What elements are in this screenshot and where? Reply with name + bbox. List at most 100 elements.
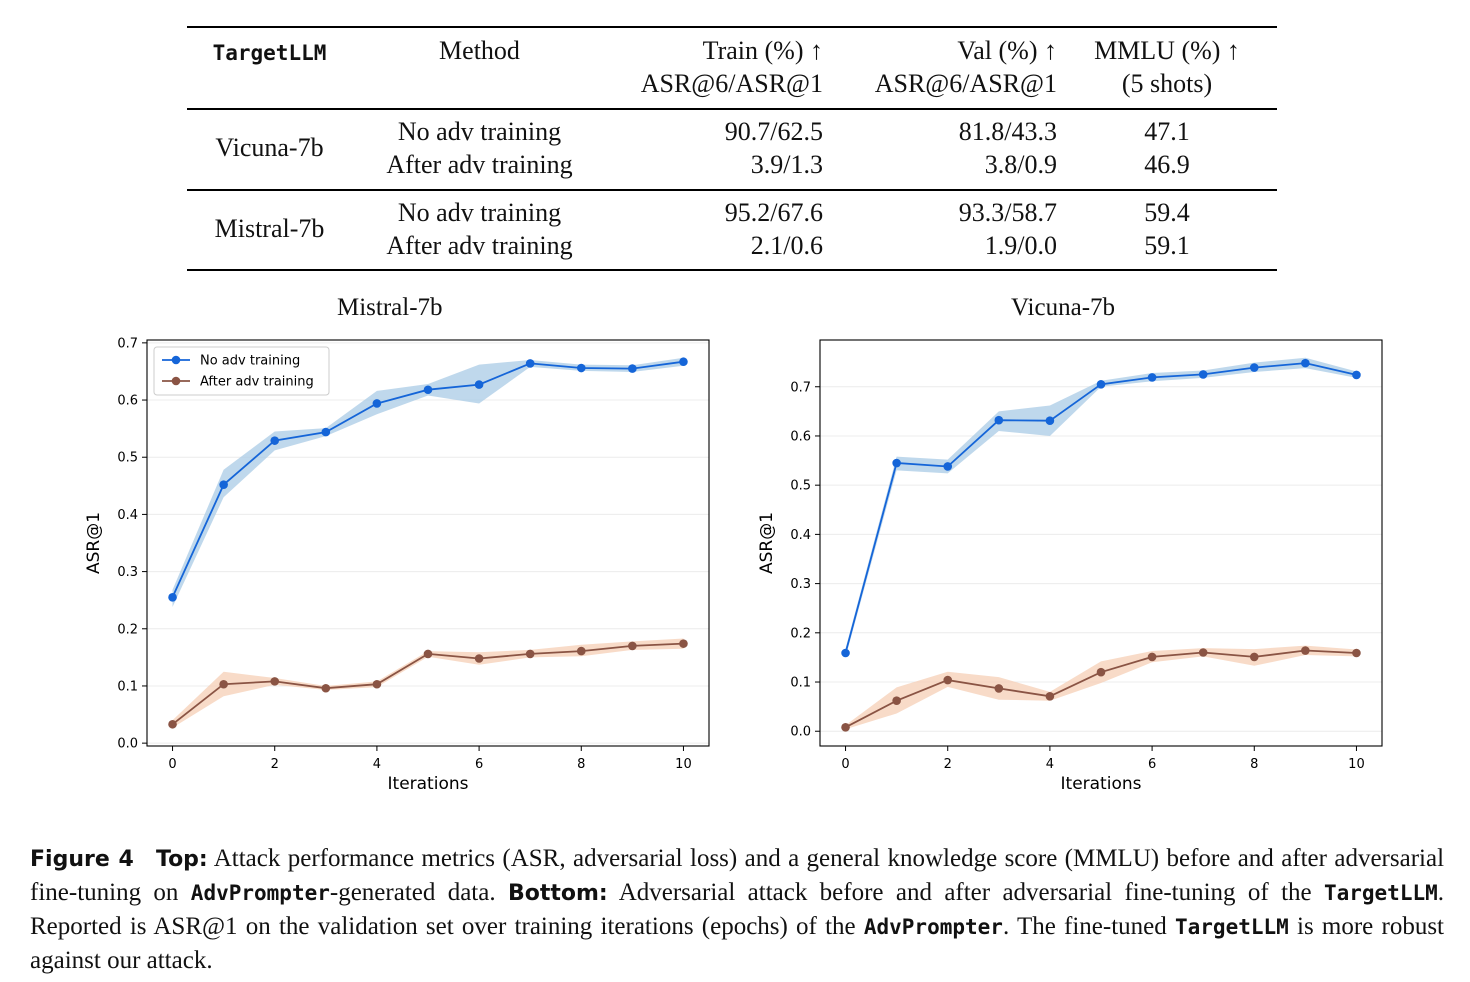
caption-code: TargetLLM <box>1175 915 1289 939</box>
y-tick-label: 0.5 <box>117 451 138 466</box>
row-val: 1.9/0.0 <box>984 231 1057 260</box>
x-tick-label: 4 <box>373 757 381 772</box>
data-point <box>628 641 637 651</box>
caption-text: Adversarial attack before and after adve… <box>607 879 1324 906</box>
x-tick-label: 8 <box>577 757 585 772</box>
legend-swatch-marker <box>171 355 181 365</box>
plot-frame <box>819 339 1383 747</box>
y-axis-label: ASR@1 <box>757 512 777 574</box>
caption-bottom-label: Bottom: <box>507 881 608 906</box>
row-train: 2.1/0.6 <box>750 231 823 260</box>
header-val: Val (%) ↑ <box>957 36 1057 65</box>
y-tick-label: 0.6 <box>790 429 811 444</box>
data-point <box>474 380 484 389</box>
caption-text: -generated data. <box>329 879 508 906</box>
y-tick-label: 0.7 <box>790 380 811 395</box>
table-group-rule <box>187 189 1277 191</box>
y-tick-label: 0.2 <box>117 622 138 637</box>
chart-title-vicuna: Vicuna-7b <box>1011 294 1116 321</box>
group-model: Mistral-7b <box>214 214 325 243</box>
data-point <box>168 719 177 729</box>
y-tick-label: 0.1 <box>790 676 811 691</box>
legend-box <box>153 346 330 396</box>
data-point <box>1301 358 1310 368</box>
data-point <box>1198 370 1208 379</box>
x-tick-label: 0 <box>168 757 176 772</box>
legend-label: No adv training <box>200 354 300 369</box>
row-method: After adv training <box>386 150 573 179</box>
x-tick-label: 6 <box>475 757 483 772</box>
row-val: 3.8/0.9 <box>984 150 1057 179</box>
row-train: 90.7/62.5 <box>724 117 823 146</box>
data-point <box>892 696 901 706</box>
data-point <box>1301 646 1310 655</box>
caption-top-label: Top: <box>155 847 208 872</box>
header-method: Method <box>439 36 520 65</box>
x-tick-label: 2 <box>944 757 952 772</box>
y-tick-label: 0.2 <box>790 626 811 641</box>
header-mmlu: MMLU (%) ↑ <box>1094 36 1240 65</box>
y-tick-label: 0.3 <box>117 565 138 580</box>
row-train: 95.2/67.6 <box>724 198 823 227</box>
data-point <box>1096 667 1106 677</box>
data-point <box>525 649 535 659</box>
data-point <box>1045 691 1055 701</box>
caption-text: . The fine-tuned <box>1002 913 1175 940</box>
header-mmlu-sub: (5 shots) <box>1121 69 1213 98</box>
data-point <box>219 679 228 689</box>
mistral-chart: 0.0 0.1 0.2 0.3 0.4 0.5 0.6 0.7 0 2 4 6 8 10 Iteration… <box>84 336 710 794</box>
row-val: 93.3/58.7 <box>958 198 1057 227</box>
x-axis-label: Iterations <box>388 774 469 794</box>
row-method: No adv training <box>397 198 562 227</box>
legend-label: After adv training <box>200 375 314 390</box>
y-tick-label: 0.3 <box>790 577 811 592</box>
row-mmlu: 47.1 <box>1144 117 1190 146</box>
data-point <box>1045 416 1055 426</box>
data-point <box>994 684 1004 693</box>
data-point <box>841 648 850 658</box>
caption-text: Attack performance metrics (ASR, adversa… <box>30 845 1445 906</box>
data-point <box>628 364 637 373</box>
y-axis-label: ASR@1 <box>84 512 104 574</box>
data-point <box>1249 363 1259 372</box>
data-point <box>321 683 331 693</box>
data-point <box>1198 648 1208 657</box>
header-train: Train (%) ↑ <box>702 36 823 65</box>
row-val: 81.8/43.3 <box>958 117 1057 146</box>
caption-code: AdvPrompter <box>863 915 1003 939</box>
confidence-band <box>845 645 1357 730</box>
data-point <box>576 363 586 373</box>
header-target-llm: TargetLLM <box>212 41 327 65</box>
plot-frame <box>146 339 710 747</box>
y-tick-label: 0.4 <box>117 508 138 523</box>
figure-caption: Figure 4 Top: Attack performance metrics… <box>30 842 1444 977</box>
data-point <box>679 639 688 648</box>
y-tick-label: 0.0 <box>117 737 138 752</box>
x-tick-label: 8 <box>1250 757 1258 772</box>
data-point <box>168 593 177 602</box>
group-model: Vicuna-7b <box>215 133 324 162</box>
data-point <box>1352 370 1361 380</box>
data-point <box>474 654 484 663</box>
y-tick-label: 0.0 <box>790 725 811 740</box>
legend: No adv training After adv training <box>153 346 330 396</box>
x-tick-label: 2 <box>271 757 279 772</box>
data-point <box>321 427 331 437</box>
data-point <box>841 722 850 732</box>
data-point <box>1147 652 1157 662</box>
data-point <box>270 436 280 445</box>
row-mmlu: 59.4 <box>1144 198 1190 227</box>
x-tick-label: 6 <box>1148 757 1156 772</box>
data-point <box>219 480 228 489</box>
x-tick-label: 10 <box>1348 757 1365 772</box>
legend-swatch-marker <box>171 376 181 386</box>
data-point <box>994 415 1004 425</box>
row-mmlu: 46.9 <box>1144 150 1190 179</box>
chart-title-mistral: Mistral-7b <box>337 294 443 321</box>
header-train-sub: ASR@6/ASR@1 <box>640 69 823 98</box>
data-point <box>423 385 433 395</box>
series-line <box>171 360 684 598</box>
header-val-sub: ASR@6/ASR@1 <box>874 69 1057 98</box>
row-train: 3.9/1.3 <box>750 150 823 179</box>
data-point <box>943 462 953 471</box>
